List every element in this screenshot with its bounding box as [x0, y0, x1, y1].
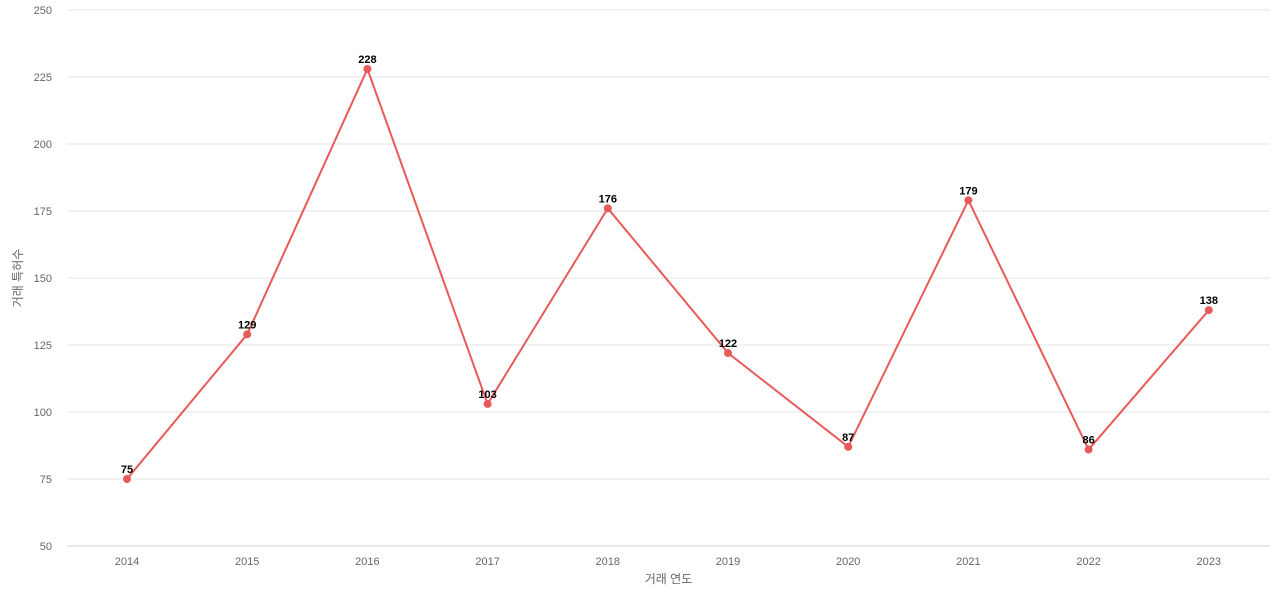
data-label: 129	[238, 319, 256, 331]
y-tick-label: 200	[34, 139, 52, 151]
y-tick-label: 250	[34, 5, 52, 17]
data-point	[363, 64, 372, 73]
data-point	[483, 399, 492, 408]
x-tick-label: 2014	[115, 556, 139, 568]
x-axis-ticks: 2014 2015 2016 2017 2018 2019 2020 2021 2022 2023	[115, 556, 1221, 568]
y-tick-label: 225	[34, 72, 52, 84]
x-tick-label: 2020	[836, 556, 860, 568]
grid-layer	[67, 9, 1270, 480]
data-label: 138	[1200, 295, 1218, 307]
y-axis-title: 거래 특허수	[11, 249, 25, 308]
data-label: 122	[719, 338, 737, 350]
y-tick-label: 50	[40, 541, 52, 553]
data-point	[844, 442, 853, 451]
x-axis-title: 거래 연도	[645, 572, 693, 586]
y-tick-label: 150	[34, 273, 52, 285]
data-point	[123, 475, 131, 483]
x-tick-label: 2016	[355, 556, 379, 568]
x-tick-label: 2021	[956, 556, 980, 568]
y-tick-label: 175	[34, 206, 52, 218]
data-label: 75	[121, 464, 133, 476]
data-label: 176	[599, 193, 617, 205]
data-label: 87	[842, 432, 854, 444]
data-point	[603, 204, 612, 213]
y-axis-ticks: 50 75 100 125 150 175 200 225 250	[34, 5, 52, 553]
data-label: 86	[1082, 435, 1094, 447]
series-line	[126, 66, 1210, 480]
y-tick-label: 125	[34, 340, 52, 352]
series-layer	[123, 64, 1213, 483]
data-label: 103	[478, 389, 496, 401]
x-tick-label: 2017	[475, 556, 499, 568]
y-tick-label: 75	[40, 474, 52, 486]
data-label: 179	[959, 185, 977, 197]
data-labels-layer: 75 129 228 103 176 122 87 179 86 138	[121, 54, 1218, 476]
data-point	[1084, 445, 1093, 454]
data-point	[724, 349, 732, 358]
data-point	[964, 196, 973, 205]
x-tick-label: 2015	[235, 556, 259, 568]
data-point	[243, 330, 252, 339]
data-label: 228	[358, 54, 376, 66]
x-tick-label: 2022	[1076, 556, 1100, 568]
x-tick-label: 2019	[716, 556, 740, 568]
y-tick-label: 100	[34, 407, 52, 419]
x-tick-label: 2023	[1197, 556, 1221, 568]
x-tick-label: 2018	[596, 556, 620, 568]
data-point	[1204, 306, 1213, 315]
